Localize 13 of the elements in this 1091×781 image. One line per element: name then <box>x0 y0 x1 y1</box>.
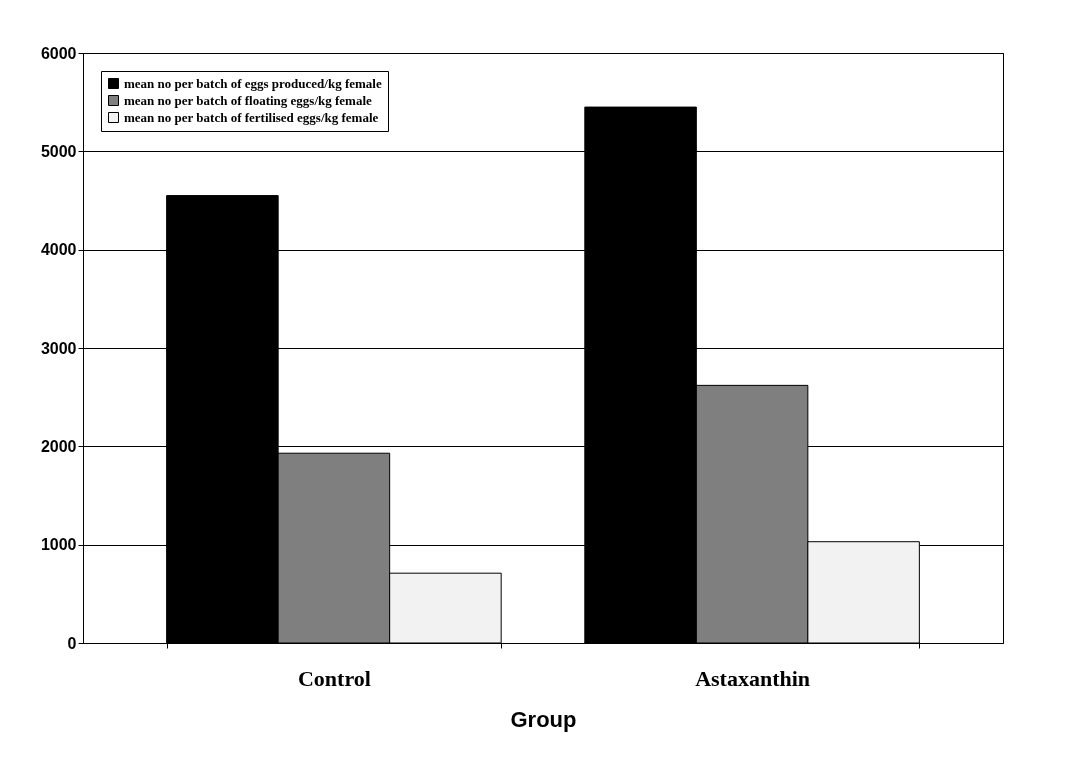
legend-label: mean no per batch of eggs produced/kg female <box>124 75 382 91</box>
y-tick-label: 4000 <box>40 241 77 259</box>
y-tick-label: 1000 <box>40 536 77 554</box>
legend-label: mean no per batch of floating eggs/kg female <box>124 92 373 108</box>
y-tick-label: 0 <box>67 634 77 652</box>
x-tick-label: Astaxanthin <box>695 665 811 691</box>
x-axis-title: Group <box>510 706 577 732</box>
y-tick-label: 6000 <box>40 44 77 62</box>
y-tick-label: 3000 <box>40 339 77 357</box>
x-tick-label: Control <box>297 665 371 691</box>
y-tick-label: 5000 <box>40 142 77 160</box>
y-tick-label: 2000 <box>40 437 77 455</box>
legend-label: mean no per batch of fertilised eggs/kg female <box>124 109 379 125</box>
